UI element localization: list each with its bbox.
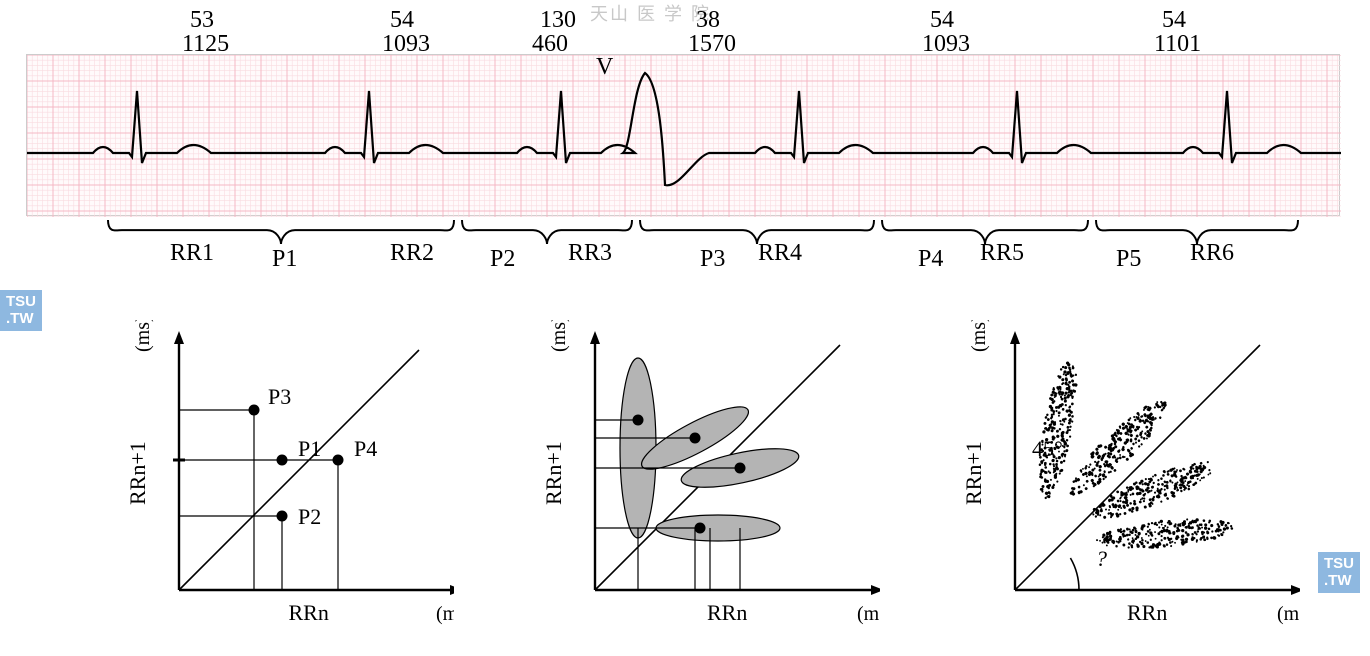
svg-text:P2: P2 bbox=[298, 504, 321, 529]
svg-text:RRn: RRn bbox=[1127, 600, 1167, 625]
svg-text:P1: P1 bbox=[298, 436, 321, 461]
ecg-trace bbox=[27, 55, 1341, 217]
p-label-4: P4 bbox=[918, 246, 943, 273]
svg-text:RRn+1: RRn+1 bbox=[961, 441, 986, 505]
badge-line1: TSU bbox=[1324, 555, 1354, 572]
beat-hr-3: 38 bbox=[696, 7, 720, 34]
svg-text:(ms): (ms) bbox=[1277, 603, 1300, 625]
beat-hr-4: 54 bbox=[930, 7, 954, 34]
beat-hr-0: 53 bbox=[190, 7, 214, 34]
beat-hr-5: 54 bbox=[1162, 7, 1186, 34]
svg-text:(ms): (ms) bbox=[436, 603, 454, 625]
svg-text:(ms): (ms) bbox=[968, 320, 990, 352]
p-label-2: P2 bbox=[490, 246, 515, 273]
svg-text:?: ? bbox=[1096, 546, 1107, 571]
p-label-3: P3 bbox=[700, 246, 725, 273]
svg-text:RRn+1: RRn+1 bbox=[125, 441, 150, 505]
poincare-plot-1: RRn+1 (ms) RRn (ms) P1 P2 P3 P4 bbox=[104, 320, 454, 630]
p-label-5: P5 bbox=[1116, 246, 1141, 273]
badge-line2: .TW bbox=[1324, 572, 1352, 589]
svg-text:RRn: RRn bbox=[707, 600, 747, 625]
badge-line2: .TW bbox=[6, 310, 34, 327]
svg-text:P3: P3 bbox=[268, 384, 291, 409]
pvc-v-label: V bbox=[596, 54, 613, 81]
watermark-text: 天山 医 学 院 bbox=[590, 4, 711, 24]
svg-text:P4: P4 bbox=[354, 436, 377, 461]
svg-text:RRn+1: RRn+1 bbox=[541, 441, 566, 505]
poincare-plot-2: RRn+1 (ms) RRn (ms) bbox=[520, 320, 880, 630]
p-label-1: P1 bbox=[272, 246, 297, 273]
tsu-badge-left: TSU .TW bbox=[0, 290, 42, 331]
svg-text:(ms): (ms) bbox=[132, 320, 154, 352]
svg-text:(ms): (ms) bbox=[548, 320, 570, 352]
badge-line1: TSU bbox=[6, 293, 36, 310]
svg-text:45°: 45° bbox=[1032, 436, 1063, 461]
beat-hr-1: 54 bbox=[390, 7, 414, 34]
watermark-top: 天山 医 学 院 bbox=[590, 0, 711, 26]
beat-hr-2: 130 bbox=[540, 7, 576, 34]
svg-text:(ms): (ms) bbox=[857, 603, 880, 625]
tsu-badge-right: TSU .TW bbox=[1318, 552, 1360, 593]
svg-text:RRn: RRn bbox=[289, 600, 329, 625]
ecg-strip bbox=[26, 54, 1340, 216]
poincare-plot-3: RRn+1 (ms) RRn (ms) 45°? bbox=[940, 320, 1300, 630]
